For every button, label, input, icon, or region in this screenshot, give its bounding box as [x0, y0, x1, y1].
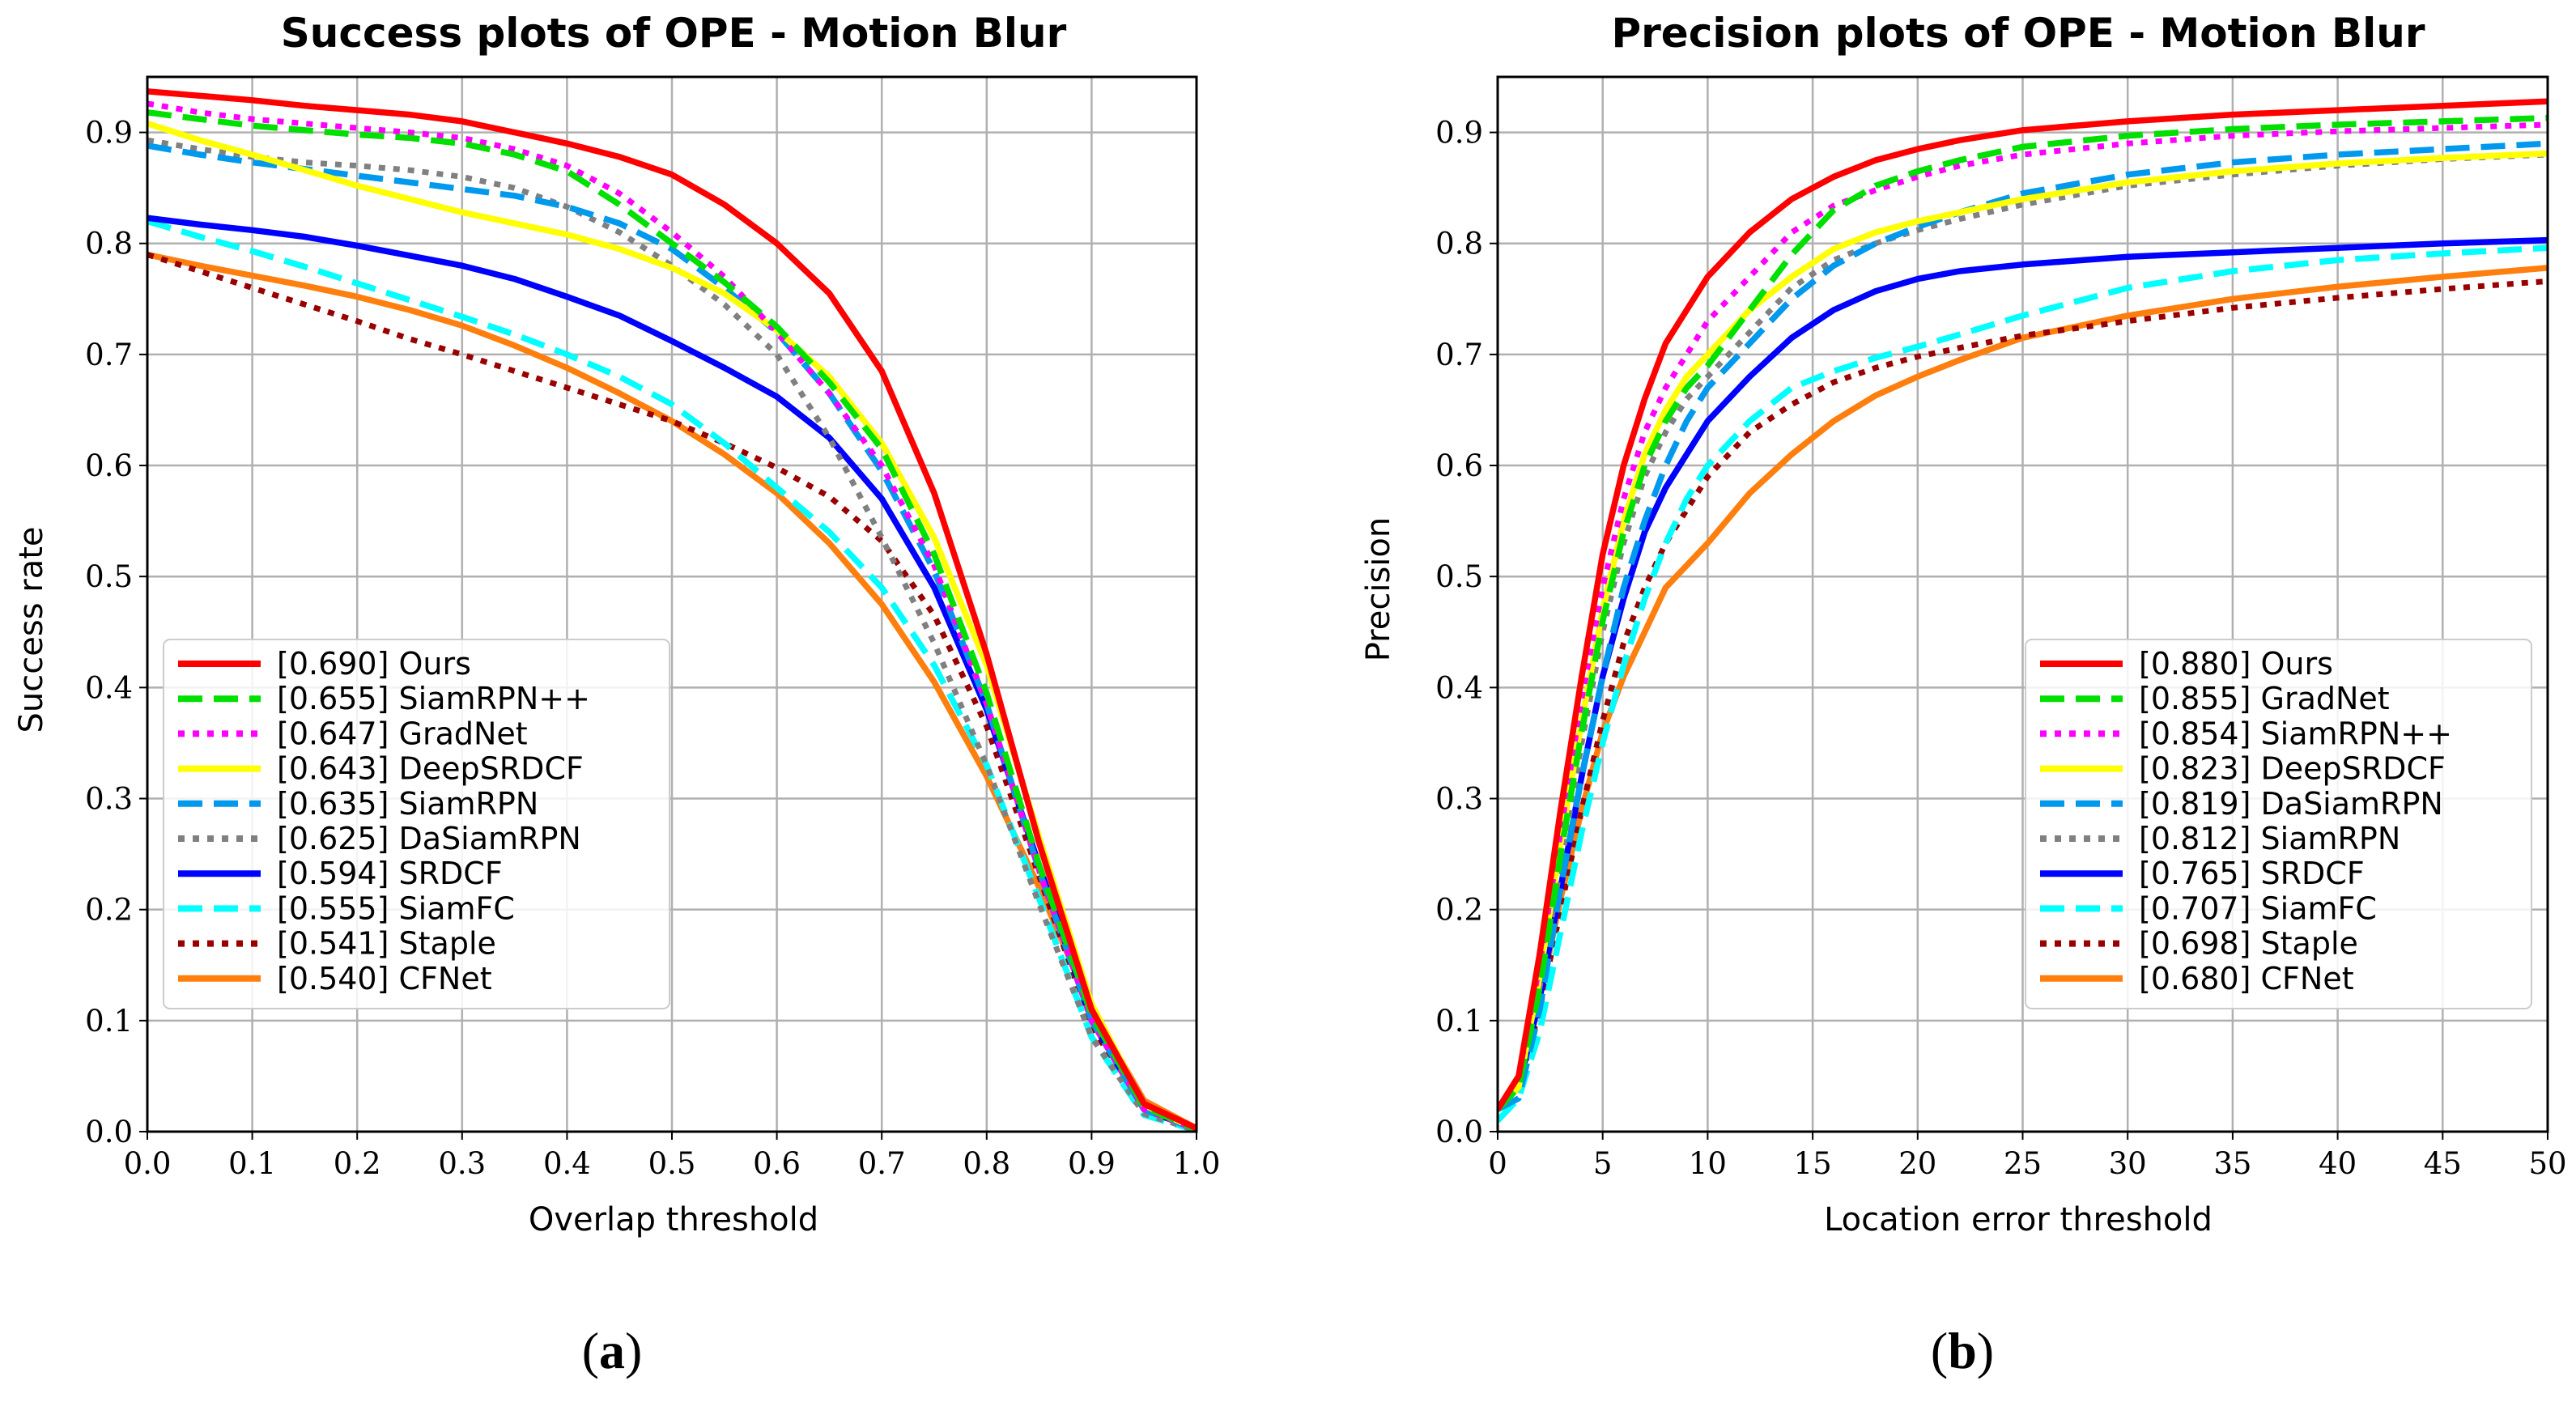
- y-axis-label: Precision: [1360, 517, 1397, 661]
- series-line-siamfc: [1498, 244, 2548, 1123]
- legend-label: [0.635] SiamRPN: [277, 786, 538, 822]
- series-line-siamfc: [147, 218, 1197, 1132]
- x-axis-label: Location error threshold: [1824, 1201, 2213, 1238]
- y-tick-label: 0.4: [85, 670, 133, 705]
- chart-title: Precision plots of OPE - Motion Blur: [1612, 10, 2425, 57]
- x-tick-label: 10: [1689, 1146, 1727, 1181]
- y-tick-label: 0.5: [85, 559, 133, 594]
- series-line-dasiamrpn: [147, 137, 1197, 1132]
- x-tick-label: 25: [2004, 1146, 2042, 1181]
- x-tick-label: 50: [2528, 1146, 2566, 1181]
- y-tick-label: 0.9: [1435, 116, 1483, 151]
- legend-label: [0.555] SiamFC: [277, 890, 515, 926]
- x-tick-label: 0.0: [124, 1146, 172, 1181]
- legend-label: [0.880] Ours: [2139, 646, 2333, 682]
- x-tick-label: 0.6: [753, 1146, 801, 1181]
- y-tick-label: 0.6: [1435, 448, 1483, 483]
- legend-label: [0.690] Ours: [277, 646, 471, 682]
- x-axis-ticks: 0 5 10 15 20 25 30 35 40 45 50: [1488, 1132, 2567, 1181]
- legend-label: [0.812] SiamRPN: [2139, 821, 2400, 856]
- legend-label: [0.655] SiamRPN++: [277, 681, 590, 716]
- legend-label: [0.698] Staple: [2139, 926, 2358, 962]
- x-axis-label: Overlap threshold: [529, 1201, 818, 1238]
- legend-box: [2025, 639, 2532, 1009]
- y-tick-label: 0.1: [85, 1004, 133, 1039]
- legend-label: [0.855] GradNet: [2139, 681, 2390, 716]
- panel-caption: (b): [1931, 1322, 1994, 1379]
- legend-label: [0.707] SiamFC: [2139, 890, 2377, 926]
- y-axis-ticks: 0.0 0.1 0.2 0.3 0.4 0.5 0.6 0.7 0.8 0.9: [85, 116, 147, 1149]
- y-tick-label: 0.6: [85, 448, 133, 483]
- legend-label: [0.819] DaSiamRPN: [2139, 786, 2443, 822]
- y-tick-label: 0.2: [85, 893, 133, 928]
- caption-letter: a: [599, 1322, 625, 1379]
- series-line-siamrpn-: [147, 109, 1197, 1132]
- legend-label: [0.643] DeepSRDCF: [277, 751, 584, 787]
- y-tick-label: 0.1: [1435, 1004, 1483, 1039]
- y-tick-label: 0.9: [85, 116, 133, 151]
- legend-label: [0.854] SiamRPN++: [2139, 716, 2452, 751]
- x-tick-label: 0.9: [1068, 1146, 1116, 1181]
- precision-plot-panel: Precision plots of OPE - Motion Blur 0 5 1…: [1360, 10, 2567, 1379]
- x-tick-label: 15: [1794, 1146, 1832, 1181]
- y-axis-label: Success rate: [13, 527, 50, 733]
- legend-label: [0.541] Staple: [277, 926, 496, 962]
- y-tick-label: 0.0: [1435, 1115, 1483, 1149]
- success-plot-panel: Success plots of OPE - Motion Blur 0.0 0.…: [13, 10, 1220, 1379]
- series-line-gradnet: [1498, 114, 2548, 1112]
- x-tick-label: 0.5: [648, 1146, 696, 1181]
- legend-label: [0.823] DeepSRDCF: [2139, 751, 2446, 787]
- legend-label: [0.647] GradNet: [277, 716, 528, 751]
- y-tick-label: 0.3: [1435, 782, 1483, 817]
- series-line-gradnet: [147, 100, 1197, 1132]
- legend-label: [0.540] CFNet: [277, 961, 492, 996]
- x-tick-label: 0.7: [858, 1146, 906, 1181]
- y-tick-label: 0.4: [1435, 670, 1483, 705]
- series-line-staple: [147, 252, 1197, 1132]
- y-tick-label: 0.7: [1435, 338, 1483, 372]
- y-axis-ticks: 0.0 0.1 0.2 0.3 0.4 0.5 0.6 0.7 0.8 0.9: [1435, 116, 1498, 1149]
- legend: [0.880] Ours[0.855] GradNet[0.854] SiamR…: [2025, 639, 2532, 1009]
- series-line-ours: [1498, 98, 2548, 1111]
- legend: [0.690] Ours[0.655] SiamRPN++[0.647] Gra…: [163, 639, 670, 1009]
- x-tick-label: 0.8: [963, 1146, 1010, 1181]
- series-lines: [147, 88, 1197, 1132]
- series-lines: [1498, 98, 2548, 1123]
- legend-label: [0.680] CFNet: [2139, 961, 2354, 996]
- series-line-cfnet: [1498, 265, 2548, 1112]
- panel-caption: (a): [582, 1322, 643, 1379]
- x-tick-label: 35: [2213, 1146, 2251, 1181]
- x-tick-label: 45: [2424, 1146, 2462, 1181]
- x-tick-label: 30: [2109, 1146, 2147, 1181]
- series-line-srdcf: [1498, 236, 2548, 1112]
- x-tick-label: 0.3: [438, 1146, 486, 1181]
- x-tick-label: 0.1: [228, 1146, 276, 1181]
- caption-letter: b: [1948, 1322, 1977, 1379]
- x-tick-label: 0.2: [334, 1146, 381, 1181]
- legend-label: [0.594] SRDCF: [277, 856, 503, 891]
- x-tick-label: 40: [2319, 1146, 2357, 1181]
- series-line-ours: [147, 88, 1197, 1132]
- x-tick-label: 20: [1898, 1146, 1936, 1181]
- x-tick-label: 0.4: [543, 1146, 591, 1181]
- y-tick-label: 0.0: [85, 1115, 133, 1149]
- x-tick-label: 5: [1593, 1146, 1613, 1181]
- x-tick-label: 0: [1488, 1146, 1507, 1181]
- x-tick-label: 1.0: [1173, 1146, 1221, 1181]
- series-line-staple: [1498, 278, 2548, 1111]
- y-tick-label: 0.3: [85, 782, 133, 817]
- y-tick-label: 0.7: [85, 338, 133, 372]
- chart-title: Success plots of OPE - Motion Blur: [281, 10, 1067, 57]
- legend-box: [163, 639, 670, 1009]
- y-tick-label: 0.2: [1435, 893, 1483, 928]
- legend-label: [0.765] SRDCF: [2139, 856, 2365, 891]
- series-line-dasiamrpn: [1498, 140, 2548, 1112]
- y-tick-label: 0.5: [1435, 559, 1483, 594]
- y-tick-label: 0.8: [1435, 227, 1483, 261]
- x-axis-ticks: 0.0 0.1 0.2 0.3 0.4 0.5 0.6 0.7 0.8 0.9 1.0: [124, 1132, 1221, 1181]
- y-tick-label: 0.8: [85, 227, 133, 261]
- legend-label: [0.625] DaSiamRPN: [277, 821, 581, 856]
